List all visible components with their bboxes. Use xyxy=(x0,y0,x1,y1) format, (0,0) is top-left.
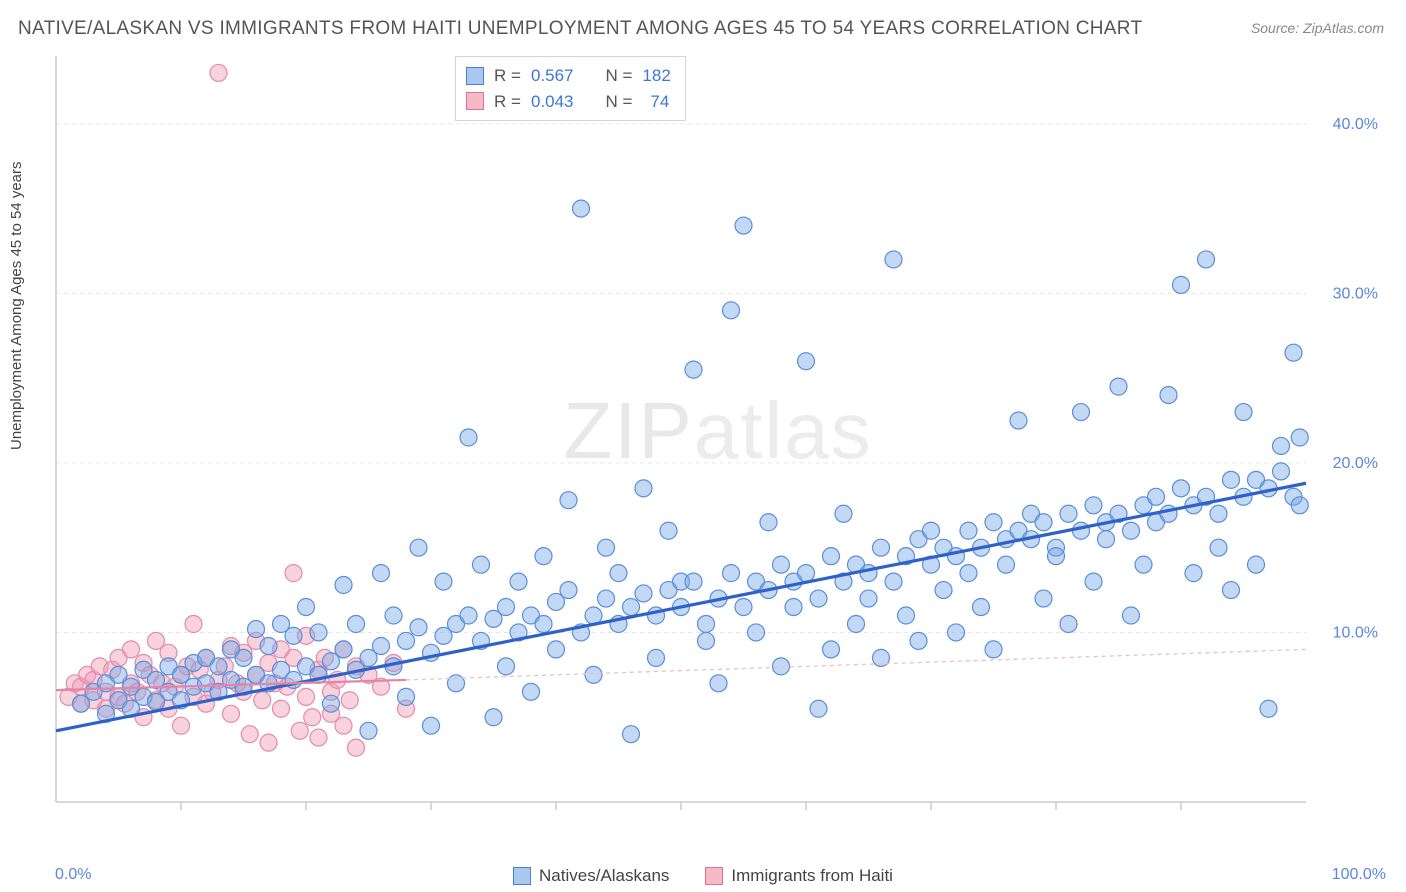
r-label: R = xyxy=(494,63,521,89)
n-value: 74 xyxy=(642,89,669,115)
x-axis-tick-max: 100.0% xyxy=(1332,866,1386,884)
stat-row: R = 0.043 N = 74 xyxy=(466,89,671,115)
svg-text:30.0%: 30.0% xyxy=(1333,285,1378,302)
n-label: N = xyxy=(605,89,632,115)
stat-row: R = 0.567 N = 182 xyxy=(466,63,671,89)
series-swatch-blue xyxy=(466,67,484,85)
r-value: 0.043 xyxy=(531,89,574,115)
n-label: N = xyxy=(605,63,632,89)
r-label: R = xyxy=(494,89,521,115)
legend-label: Immigrants from Haiti xyxy=(731,866,893,886)
r-value: 0.567 xyxy=(531,63,574,89)
y-axis-label: Unemployment Among Ages 45 to 54 years xyxy=(8,161,25,450)
chart-title: NATIVE/ALASKAN VS IMMIGRANTS FROM HAITI … xyxy=(18,18,1142,40)
n-value: 182 xyxy=(642,63,670,89)
svg-text:20.0%: 20.0% xyxy=(1333,455,1378,472)
source-label: Source: ZipAtlas.com xyxy=(1251,20,1384,36)
bottom-legend: Natives/Alaskans Immigrants from Haiti xyxy=(0,866,1406,886)
svg-text:10.0%: 10.0% xyxy=(1333,624,1378,641)
legend-swatch-pink xyxy=(705,867,723,885)
legend-item: Natives/Alaskans xyxy=(513,866,669,886)
legend-item: Immigrants from Haiti xyxy=(705,866,893,886)
x-axis-tick-min: 0.0% xyxy=(55,866,91,884)
legend-label: Natives/Alaskans xyxy=(539,866,669,886)
series-swatch-pink xyxy=(466,92,484,110)
plot-area: ZIPatlas 10.0%20.0%30.0%40.0% xyxy=(50,52,1386,842)
correlation-stats-box: R = 0.567 N = 182 R = 0.043 N = 74 xyxy=(455,56,686,121)
legend-swatch-blue xyxy=(513,867,531,885)
svg-text:40.0%: 40.0% xyxy=(1333,116,1378,133)
scatter-plot-svg: 10.0% 20.0% 30.0% 40.0% xyxy=(50,52,1386,842)
